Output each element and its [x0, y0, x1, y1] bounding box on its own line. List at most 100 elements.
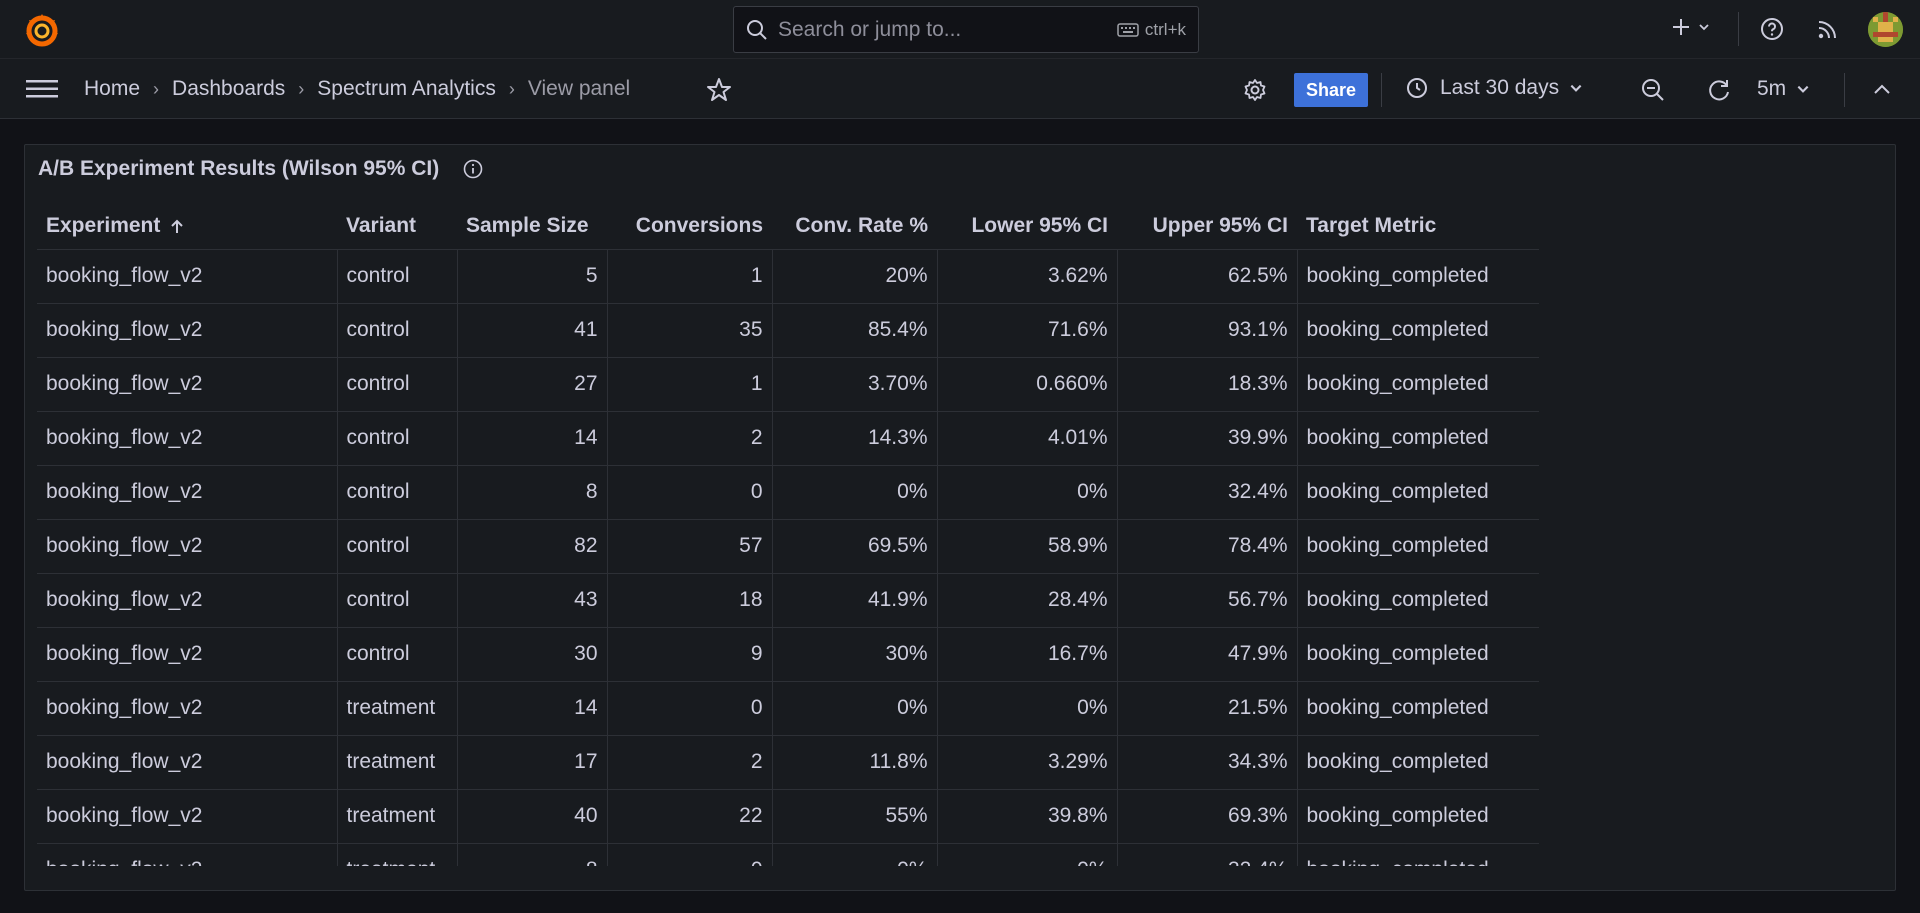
cell-conversions: 1 [607, 357, 773, 412]
cell-upper-ci: 32.4% [1117, 843, 1298, 866]
cell-conv-rate: 0% [772, 465, 938, 520]
clock-icon [1407, 78, 1427, 98]
table-row[interactable]: booking_flow_v2 treatment 40 22 55% 39.8% 69.3… [37, 789, 1539, 844]
cell-upper-ci: 56.7% [1117, 573, 1298, 628]
cell-variant: control [337, 573, 458, 628]
cell-upper-ci: 39.9% [1117, 411, 1298, 466]
cell-conv-rate: 11.8% [772, 735, 938, 790]
refresh-icon[interactable] [1706, 77, 1732, 103]
cell-conversions: 2 [607, 411, 773, 466]
cell-variant: control [337, 519, 458, 574]
search-input[interactable]: Search or jump to... ctrl+k [733, 6, 1199, 53]
table-header-row: Experiment Variant Sample Size Conversio… [37, 203, 1539, 250]
cell-experiment: booking_flow_v2 [37, 519, 338, 574]
cell-target-metric: booking_completed [1297, 465, 1539, 520]
help-icon[interactable] [1760, 17, 1784, 41]
cell-experiment: booking_flow_v2 [37, 465, 338, 520]
zoom-out-icon[interactable] [1641, 78, 1665, 102]
cell-conv-rate: 69.5% [772, 519, 938, 574]
cell-target-metric: booking_completed [1297, 519, 1539, 574]
cell-experiment: booking_flow_v2 [37, 681, 338, 736]
avatar-pixel-icon [1868, 12, 1903, 47]
breadcrumb-dashboards[interactable]: Dashboards [172, 77, 286, 100]
cell-sample-size: 41 [457, 303, 608, 358]
column-header-sample-size[interactable]: Sample Size [457, 203, 607, 250]
new-menu-button[interactable] [1670, 16, 1710, 38]
cell-upper-ci: 34.3% [1117, 735, 1298, 790]
cell-upper-ci: 32.4% [1117, 465, 1298, 520]
cell-upper-ci: 18.3% [1117, 357, 1298, 412]
cell-target-metric: booking_completed [1297, 249, 1539, 304]
cell-target-metric: booking_completed [1297, 843, 1539, 866]
cell-lower-ci: 39.8% [937, 789, 1118, 844]
cell-conversions: 0 [607, 843, 773, 866]
cell-experiment: booking_flow_v2 [37, 573, 338, 628]
cell-lower-ci: 28.4% [937, 573, 1118, 628]
table-row[interactable]: booking_flow_v2 treatment 17 2 11.8% 3.29% 34.… [37, 735, 1539, 790]
cell-target-metric: booking_completed [1297, 627, 1539, 682]
table-row[interactable]: booking_flow_v2 control 5 1 20% 3.62% 62.5% boo… [37, 249, 1539, 304]
time-range-label: Last 30 days [1440, 76, 1560, 99]
cell-variant: treatment [337, 789, 458, 844]
cell-conv-rate: 14.3% [772, 411, 938, 466]
share-button[interactable]: Share [1294, 73, 1368, 107]
cell-conv-rate: 0% [772, 681, 938, 736]
table-viewport[interactable]: Experiment Variant Sample Size Conversio… [25, 145, 1895, 866]
table-row[interactable]: booking_flow_v2 control 41 35 85.4% 71.6% 93.1… [37, 303, 1539, 358]
table-row[interactable]: booking_flow_v2 control 43 18 41.9% 28.4% 56.7… [37, 573, 1539, 628]
cell-lower-ci: 4.01% [937, 411, 1118, 466]
cell-lower-ci: 0% [937, 681, 1118, 736]
cell-conversions: 18 [607, 573, 773, 628]
column-header-upper-ci[interactable]: Upper 95% CI [1117, 203, 1297, 250]
cell-sample-size: 27 [457, 357, 608, 412]
cell-variant: control [337, 627, 458, 682]
column-header-variant[interactable]: Variant [337, 203, 457, 250]
column-header-lower-ci[interactable]: Lower 95% CI [937, 203, 1117, 250]
star-icon[interactable] [706, 77, 732, 103]
cell-variant: control [337, 411, 458, 466]
cell-target-metric: booking_completed [1297, 303, 1539, 358]
cell-lower-ci: 16.7% [937, 627, 1118, 682]
user-avatar[interactable] [1868, 12, 1903, 47]
breadcrumb-home[interactable]: Home [84, 77, 141, 100]
table-row[interactable]: booking_flow_v2 control 82 57 69.5% 58.9% 78.4… [37, 519, 1539, 574]
cell-lower-ci: 0% [937, 465, 1118, 520]
refresh-interval-picker[interactable]: 5m [1757, 77, 1810, 101]
cell-lower-ci: 3.29% [937, 735, 1118, 790]
cell-experiment: booking_flow_v2 [37, 627, 338, 682]
column-header-conv-rate[interactable]: Conv. Rate % [772, 203, 937, 250]
table-row[interactable]: booking_flow_v2 control 30 9 30% 16.7% 47.9% bo… [37, 627, 1539, 682]
column-header-experiment[interactable]: Experiment [37, 203, 337, 250]
cell-upper-ci: 47.9% [1117, 627, 1298, 682]
table-row[interactable]: booking_flow_v2 control 27 1 3.70% 0.660% 18.3… [37, 357, 1539, 412]
cell-target-metric: booking_completed [1297, 735, 1539, 790]
cell-experiment: booking_flow_v2 [37, 303, 338, 358]
cell-sample-size: 8 [457, 465, 608, 520]
cell-sample-size: 5 [457, 249, 608, 304]
chevron-up-icon[interactable] [1872, 80, 1892, 100]
column-header-target-metric[interactable]: Target Metric [1297, 203, 1539, 250]
menu-icon[interactable] [26, 79, 58, 99]
chevron-down-icon [1797, 85, 1809, 93]
time-range-picker[interactable]: Last 30 days [1406, 76, 1583, 100]
news-feed-icon[interactable] [1817, 18, 1839, 40]
table-row[interactable]: booking_flow_v2 control 14 2 14.3% 4.01% 39.9%… [37, 411, 1539, 466]
grafana-logo-icon[interactable] [22, 10, 62, 50]
table-row[interactable]: booking_flow_v2treatment800%0%32.4%booki… [37, 843, 1539, 866]
info-icon[interactable] [463, 159, 483, 179]
cell-conversions: 1 [607, 249, 773, 304]
table-row[interactable]: booking_flow_v2 treatment 14 0 0% 0% 21.5% book… [37, 681, 1539, 736]
shortcut-label: ctrl+k [1144, 19, 1186, 39]
table-body: booking_flow_v2 control 5 1 20% 3.62% 62.5% boo… [37, 249, 1539, 866]
cell-variant: treatment [337, 843, 458, 866]
breadcrumb-dashboard[interactable]: Spectrum Analytics [317, 77, 496, 100]
search-placeholder: Search or jump to... [778, 17, 962, 41]
cell-sample-size: 14 [457, 411, 608, 466]
gear-icon[interactable] [1243, 78, 1267, 102]
table-row[interactable]: booking_flow_v2 control 8 0 0% 0% 32.4% booking… [37, 465, 1539, 520]
column-header-conversions[interactable]: Conversions [607, 203, 772, 250]
cell-variant: control [337, 465, 458, 520]
keyboard-icon [1117, 22, 1139, 37]
panel-title: A/B Experiment Results (Wilson 95% CI) [38, 157, 440, 180]
cell-sample-size: 43 [457, 573, 608, 628]
